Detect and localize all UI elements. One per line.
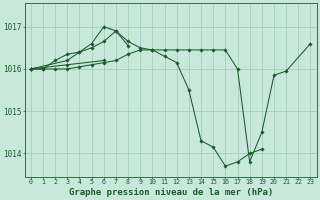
X-axis label: Graphe pression niveau de la mer (hPa): Graphe pression niveau de la mer (hPa) — [68, 188, 273, 197]
